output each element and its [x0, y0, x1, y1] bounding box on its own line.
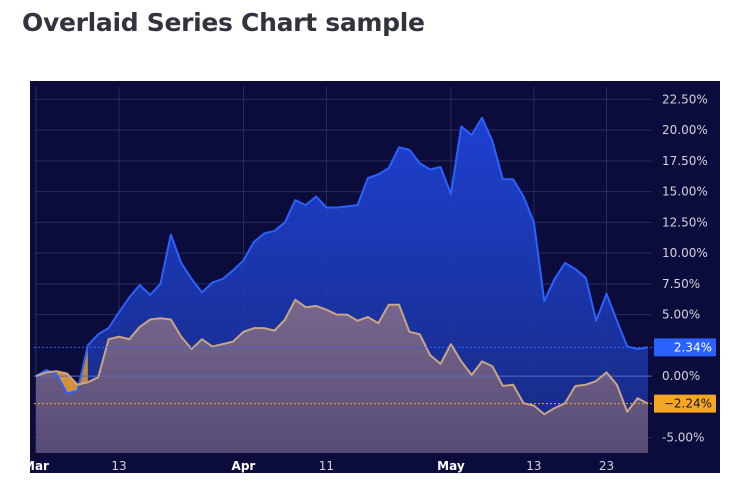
y-tick-label: -5.00% [662, 431, 704, 445]
x-tick-label: Apr [232, 459, 256, 473]
y-axis: 22.50% 20.00% 17.50% 15.00% 12.50% 10.00% 7.50… [662, 92, 708, 444]
x-tick-label: 13 [111, 459, 126, 473]
page-title: Overlaid Series Chart sample [22, 8, 425, 37]
series-blue-line [35, 116, 649, 395]
x-tick-label: Mar [30, 459, 49, 473]
y-tick-label: 10.00% [662, 246, 708, 260]
y-tick-label: 17.50% [662, 154, 708, 168]
y-tick-label: 5.00% [662, 308, 700, 322]
x-axis: Mar 13 Apr 11 May 13 23 [30, 459, 614, 473]
chart-svg[interactable]: 22.50% 20.00% 17.50% 15.00% 12.50% 10.00% 7.50… [30, 81, 720, 473]
last-value-label: 2.34% [674, 340, 712, 354]
series-orange-line [35, 298, 649, 416]
x-tick-label: May [437, 459, 465, 473]
y-tick-label: 20.00% [662, 123, 708, 137]
y-tick-label: 7.50% [662, 277, 700, 291]
last-value-badge [654, 338, 716, 357]
y-tick-label: 12.50% [662, 215, 708, 229]
last-value-label: −2.24% [664, 397, 712, 411]
series-layer [34, 116, 652, 453]
last-value-labels: 2.34% −2.24% [654, 338, 716, 413]
y-tick-label: 0.00% [662, 369, 700, 383]
y-tick-label: 15.00% [662, 185, 708, 199]
x-tick-label: 23 [599, 459, 614, 473]
y-tick-label: 22.50% [662, 92, 708, 106]
x-tick-label: 11 [319, 459, 334, 473]
last-value-badge [654, 394, 716, 413]
chart-container[interactable]: 22.50% 20.00% 17.50% 15.00% 12.50% 10.00% 7.50… [30, 81, 720, 473]
x-tick-label: 13 [526, 459, 541, 473]
